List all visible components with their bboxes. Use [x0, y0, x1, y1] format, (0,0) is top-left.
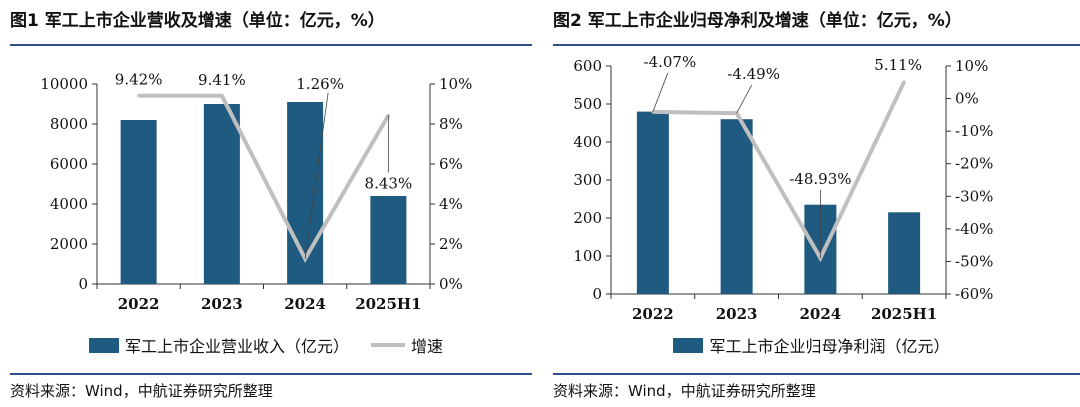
bar — [287, 102, 324, 284]
right-axis-tick-label: 8% — [439, 115, 463, 133]
legend-label: 增速 — [411, 337, 444, 356]
x-axis-tick-label: 2025H1 — [871, 305, 937, 323]
growth-point — [137, 94, 141, 98]
legend-line-swatch — [371, 343, 405, 347]
title-rule — [553, 44, 1080, 46]
left-axis-tick-label: 400 — [573, 133, 602, 151]
right-axis-tick-label: -30% — [955, 187, 993, 205]
legend-bar-swatch — [88, 337, 119, 353]
right-axis-tick-label: -10% — [955, 122, 993, 140]
left-axis-tick-label: 4000 — [50, 195, 88, 213]
x-axis-tick-label: 2023 — [716, 305, 758, 323]
figure-title: 图2 军工上市企业归母净利及增速（单位：亿元，%） — [553, 11, 962, 31]
growth-point — [902, 80, 906, 84]
left-axis-tick-label: 2000 — [50, 235, 88, 253]
left-axis-tick-label: 200 — [573, 209, 602, 227]
net-profit-chart: 0 100 200 300 400 500 600 -60% -50% -40% -30% -20% -… — [573, 53, 993, 323]
bar — [203, 104, 240, 284]
right-axis-tick-label: 10% — [955, 57, 988, 75]
chart-legend: 军工上市企业归母净利润（亿元） — [543, 333, 1080, 357]
data-label: 8.43% — [365, 174, 413, 192]
x-axis-tick-label: 2023 — [201, 295, 243, 313]
left-axis-tick-label: 500 — [573, 95, 602, 113]
right-axis-tick-label: -40% — [955, 220, 993, 238]
right-axis-tick-label: 6% — [439, 155, 463, 173]
x-axis-tick-label: 2022 — [118, 295, 160, 313]
left-axis-tick-label: 0 — [592, 285, 602, 303]
growth-line — [138, 93, 391, 263]
right-axis-tick-label: 10% — [439, 75, 472, 93]
right-axis-tick-label: 0% — [439, 275, 463, 293]
legend-label: 军工上市企业归母净利润（亿元） — [709, 337, 950, 356]
right-axis-tick-label: 0% — [955, 90, 979, 108]
source-rule — [553, 373, 1080, 375]
data-label: 5.11% — [874, 56, 922, 74]
growth-point — [220, 94, 224, 98]
chart-panel-revenue: 图1 军工上市企业营收及增速（单位：亿元，%） 0 2000 4000 6000 800… — [0, 0, 532, 407]
source-rule — [10, 373, 532, 375]
x-axis-tick-label: 2025H1 — [355, 295, 421, 313]
left-axis-tick-label: 600 — [573, 57, 602, 75]
data-label: 9.42% — [115, 71, 163, 89]
data-label: -4.49% — [727, 65, 780, 83]
bar — [888, 212, 921, 294]
legend-bar-swatch — [673, 337, 704, 353]
legend-item-net-profit: 军工上市企业归母净利润（亿元） — [673, 333, 950, 357]
legend-label: 军工上市企业营业收入（亿元） — [124, 337, 349, 356]
bar — [720, 119, 753, 294]
data-label-leader — [304, 92, 329, 259]
legend-item-revenue: 军工上市企业营业收入（亿元） — [88, 333, 349, 357]
left-axis-tick-label: 0 — [78, 275, 88, 293]
data-label: -48.93% — [789, 170, 851, 188]
legend-item-growth: 增速 — [371, 333, 443, 357]
bar — [370, 196, 407, 284]
data-label: 1.26% — [296, 75, 344, 93]
left-axis-tick-label: 6000 — [50, 155, 88, 173]
left-axis-tick-label: 8000 — [50, 115, 88, 133]
data-label-leader — [652, 72, 669, 112]
source-note: 资料来源：Wind，中航证券研究所整理 — [553, 382, 816, 400]
left-axis-tick-label: 100 — [573, 247, 602, 265]
left-axis-tick-label: 10000 — [40, 75, 88, 93]
data-label-leader — [736, 85, 752, 114]
figure-title: 图1 军工上市企业营收及增速（单位：亿元，%） — [10, 11, 385, 31]
chart-panel-net-profit: 图2 军工上市企业归母净利及增速（单位：亿元，%） 0 100 200 300 400 5… — [543, 0, 1080, 407]
x-axis-tick-label: 2024 — [284, 295, 326, 313]
revenue-chart: 0 2000 4000 6000 8000 10000 0% 2% 4% 6% 8% 10% 2022 2… — [40, 71, 472, 313]
right-axis-tick-label: 4% — [439, 195, 463, 213]
right-axis-tick-label: 2% — [439, 235, 463, 253]
bar — [120, 120, 157, 284]
chart-legend: 军工上市企业营业收入（亿元） 增速 — [0, 333, 532, 357]
growth-line — [652, 81, 906, 263]
right-axis-tick-label: -20% — [955, 155, 993, 173]
right-axis-tick-label: -60% — [955, 285, 993, 303]
left-axis-tick-label: 300 — [573, 171, 602, 189]
right-axis-tick-label: -50% — [955, 252, 993, 270]
data-label: -4.07% — [644, 53, 697, 71]
x-axis-tick-label: 2024 — [800, 305, 842, 323]
title-rule — [10, 44, 532, 46]
bar — [636, 111, 669, 294]
source-note: 资料来源：Wind，中航证券研究所整理 — [10, 382, 273, 400]
x-axis-tick-label: 2022 — [632, 305, 674, 323]
data-label: 9.41% — [198, 71, 246, 89]
